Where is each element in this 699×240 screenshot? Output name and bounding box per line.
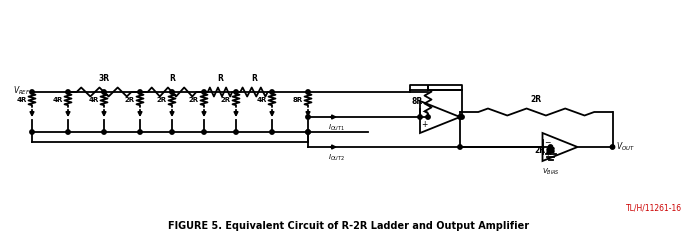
Circle shape <box>460 115 464 119</box>
Text: 8R: 8R <box>293 96 303 102</box>
Circle shape <box>233 130 238 134</box>
Circle shape <box>270 90 274 94</box>
Text: $+$: $+$ <box>421 119 428 129</box>
Circle shape <box>30 130 34 134</box>
Circle shape <box>305 90 310 94</box>
Text: FIGURE 5. Equivalent Circuit of R-2R Ladder and Output Amplifier: FIGURE 5. Equivalent Circuit of R-2R Lad… <box>168 221 530 231</box>
Text: $V_{REF}$: $V_{REF}$ <box>13 85 30 97</box>
Text: $-$: $-$ <box>421 105 428 114</box>
Text: 2R: 2R <box>531 95 542 104</box>
Circle shape <box>233 90 238 94</box>
Text: 2R: 2R <box>221 96 231 102</box>
Circle shape <box>305 130 310 134</box>
Circle shape <box>102 90 106 94</box>
Text: R: R <box>217 74 223 83</box>
Circle shape <box>102 130 106 134</box>
Circle shape <box>138 130 142 134</box>
Text: $+$: $+$ <box>544 148 552 158</box>
Circle shape <box>305 115 310 119</box>
Text: 3R: 3R <box>99 74 110 83</box>
Circle shape <box>66 90 70 94</box>
Text: 2R: 2R <box>125 96 135 102</box>
Circle shape <box>458 145 462 149</box>
Text: $V_{BIAS}$: $V_{BIAS}$ <box>542 167 559 177</box>
Text: R: R <box>169 74 175 83</box>
Circle shape <box>458 115 462 119</box>
Circle shape <box>418 115 422 119</box>
Circle shape <box>202 130 206 134</box>
Text: $I_{OUT2}$: $I_{OUT2}$ <box>328 153 345 163</box>
Text: $-$: $-$ <box>544 136 552 145</box>
Circle shape <box>426 115 430 119</box>
Text: 2R: 2R <box>189 96 199 102</box>
Text: 2R: 2R <box>534 146 545 155</box>
Text: 8R: 8R <box>412 96 423 106</box>
Circle shape <box>548 145 553 149</box>
Circle shape <box>66 130 70 134</box>
Circle shape <box>610 145 614 149</box>
Circle shape <box>305 130 310 134</box>
Text: R: R <box>251 74 257 83</box>
Circle shape <box>270 130 274 134</box>
Text: 4R: 4R <box>257 96 267 102</box>
Text: 2R: 2R <box>157 96 167 102</box>
Text: $I_{OUT1}$: $I_{OUT1}$ <box>328 123 345 133</box>
Circle shape <box>138 90 142 94</box>
Text: $V_{OUT}$: $V_{OUT}$ <box>617 141 635 153</box>
Text: 4R: 4R <box>89 96 99 102</box>
Circle shape <box>170 90 174 94</box>
Circle shape <box>202 90 206 94</box>
Text: 4R: 4R <box>17 96 27 102</box>
Circle shape <box>30 90 34 94</box>
Text: TL/H/11261-16: TL/H/11261-16 <box>626 204 682 212</box>
Circle shape <box>170 130 174 134</box>
Text: 4R: 4R <box>52 96 63 102</box>
